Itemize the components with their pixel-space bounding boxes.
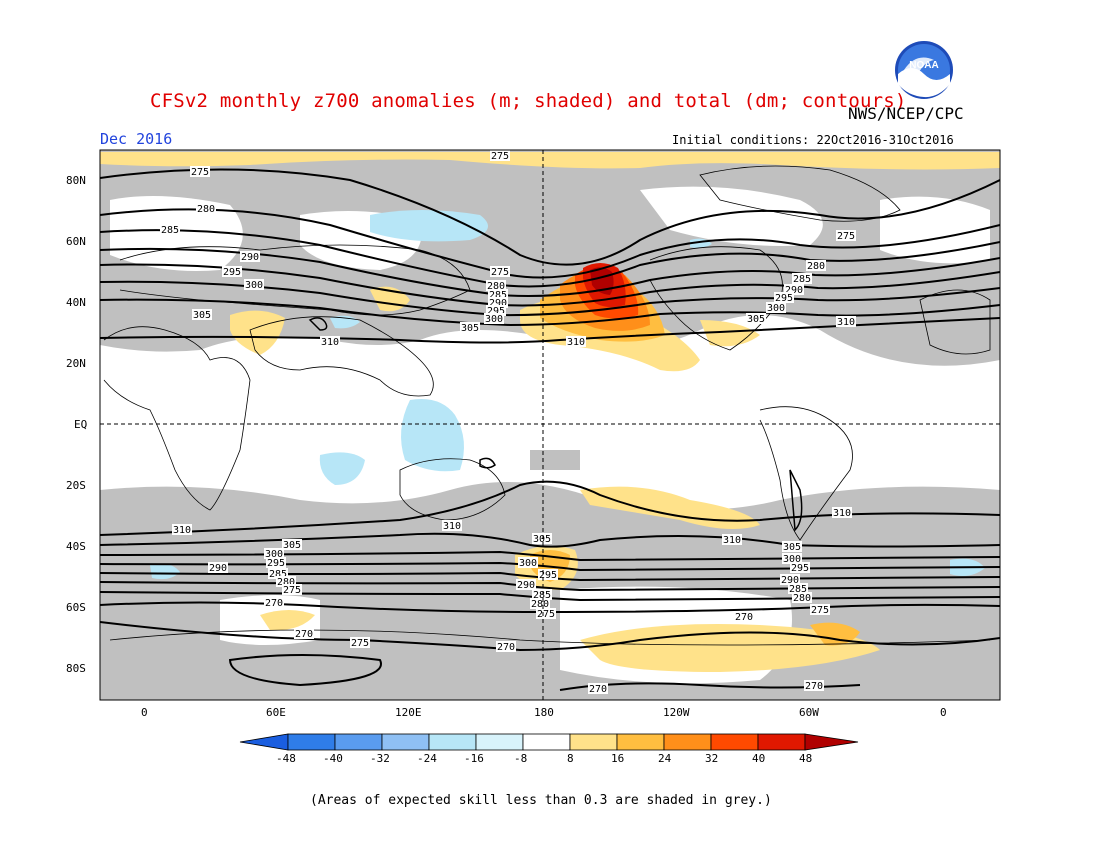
map-title: CFSv2 monthly z700 anomalies (m; shaded)… <box>150 90 907 112</box>
contour-label: 285 <box>789 584 807 595</box>
contour-label: 290 <box>241 252 259 263</box>
contour-label: 305 <box>747 314 765 325</box>
lat-label-40n: 40N <box>66 296 86 309</box>
negative-anomaly-8 <box>150 210 985 580</box>
contour-label: 300 <box>783 554 801 565</box>
colorbar-tick: -16 <box>464 752 484 765</box>
lat-label-80s: 80S <box>66 662 86 675</box>
lon-label-120e: 120E <box>395 706 422 719</box>
contour-label: 275 <box>491 151 509 162</box>
contour-label: 300 <box>767 303 785 314</box>
contour-label: 275 <box>491 267 509 278</box>
lat-label-20n: 20N <box>66 357 86 370</box>
contour-label: 300 <box>519 558 537 569</box>
contour-label: 280 <box>531 599 549 610</box>
colorbar-tick: 8 <box>567 752 574 765</box>
lon-label-0-east: 0 <box>940 706 947 719</box>
lat-label-60n: 60N <box>66 235 86 248</box>
contour-label: 285 <box>489 290 507 301</box>
contour-label: 300 <box>245 280 263 291</box>
contour-label: 285 <box>161 225 179 236</box>
colorbar-tick: -8 <box>514 752 528 765</box>
contour-label: 310 <box>833 508 851 519</box>
noaa-logo: NOAA <box>895 41 953 99</box>
contour-label: 270 <box>589 684 607 695</box>
colorbar-tick: -24 <box>417 752 437 765</box>
contour-label: 310 <box>443 521 461 532</box>
contour-label: 305 <box>783 542 801 553</box>
contour-label: 305 <box>193 310 211 321</box>
noaa-logo-text: NOAA <box>909 60 938 71</box>
colorbar-tick: 16 <box>611 752 625 765</box>
colorbar-tick: -48 <box>276 752 296 765</box>
contour-label: 275 <box>537 609 555 620</box>
contour-label: 280 <box>277 577 295 588</box>
contour-label: 295 <box>267 558 285 569</box>
contour-label: 275 <box>811 605 829 616</box>
lat-label-eq: EQ <box>74 418 88 431</box>
contour-label: 275 <box>283 585 301 596</box>
contour-label: 280 <box>807 261 825 272</box>
lat-label-80n: 80N <box>66 174 86 187</box>
map-frame <box>99 149 1001 701</box>
colorbar-tick: 48 <box>799 752 813 765</box>
contour-label: 305 <box>283 540 301 551</box>
contour-label: 285 <box>269 569 287 580</box>
lat-label-40s: 40S <box>66 540 86 553</box>
contour-label: 270 <box>295 629 313 640</box>
contour-label: 310 <box>567 337 585 348</box>
contour-label: 305 <box>533 534 551 545</box>
colorbar-tick: -40 <box>323 752 343 765</box>
colorbar-tick: -32 <box>370 752 390 765</box>
contour-label: 300 <box>485 314 503 325</box>
contour-label: 290 <box>489 298 507 309</box>
contour-label: 285 <box>793 274 811 285</box>
agency-label: NWS/NCEP/CPC <box>848 104 964 123</box>
lon-label-180: 180 <box>534 706 554 719</box>
lat-label-60s: 60S <box>66 601 86 614</box>
contour-label: 280 <box>197 204 215 215</box>
contour-label: 305 <box>461 323 479 334</box>
lat-label-20s: 20S <box>66 479 86 492</box>
contour-label: 270 <box>805 681 823 692</box>
contour-label: 290 <box>785 285 803 296</box>
contour-label: 290 <box>781 575 799 586</box>
contour-label: 275 <box>191 167 209 178</box>
contour-label: 280 <box>487 281 505 292</box>
contour-label: 295 <box>223 267 241 278</box>
colorbar-tick: 40 <box>752 752 766 765</box>
contour-label: 310 <box>321 337 339 348</box>
skill-footnote: (Areas of expected skill less than 0.3 a… <box>310 793 772 808</box>
contour-label: 275 <box>837 231 855 242</box>
colorbar-tick: 24 <box>658 752 672 765</box>
forecast-month-label: Dec 2016 <box>100 130 173 148</box>
contour-label: 310 <box>173 525 191 536</box>
lon-label-60w: 60W <box>799 706 819 719</box>
colorbar-tick: 32 <box>705 752 719 765</box>
contour-label: 270 <box>265 598 283 609</box>
contour-label: 270 <box>497 642 515 653</box>
contour-label: 295 <box>539 570 557 581</box>
contour-label: 285 <box>533 590 551 601</box>
contour-label: 290 <box>517 580 535 591</box>
initial-conditions-label: Initial conditions: 22Oct2016-31Oct2016 <box>672 133 954 147</box>
contour-label: 290 <box>209 563 227 574</box>
contour-label: 300 <box>265 549 283 560</box>
contour-label: 295 <box>791 563 809 574</box>
contour-label: 280 <box>793 593 811 604</box>
lon-label-0: 0 <box>141 706 148 719</box>
map-panel: 275 275 280 285 290 295 300 305 310 275 … <box>100 150 1000 700</box>
contour-label: 295 <box>775 293 793 304</box>
contour-labels: 275 275 280 285 290 295 300 305 310 275 … <box>160 150 856 695</box>
contour-label: 310 <box>723 535 741 546</box>
contour-label: 275 <box>351 638 369 649</box>
lon-label-120w: 120W <box>663 706 690 719</box>
contour-label: 295 <box>487 306 505 317</box>
contour-label: 310 <box>837 317 855 328</box>
contour-label: 270 <box>735 612 753 623</box>
lon-label-60e: 60E <box>266 706 286 719</box>
